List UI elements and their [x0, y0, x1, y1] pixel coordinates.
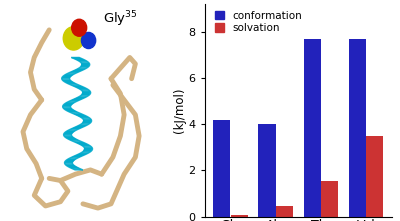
Circle shape: [82, 32, 96, 49]
Bar: [231, 215, 248, 217]
Polygon shape: [62, 74, 74, 78]
Polygon shape: [82, 120, 91, 123]
Polygon shape: [64, 159, 76, 163]
Polygon shape: [80, 63, 89, 67]
Polygon shape: [74, 114, 89, 118]
Circle shape: [63, 27, 84, 50]
Polygon shape: [72, 153, 88, 157]
Polygon shape: [62, 57, 92, 170]
Polygon shape: [65, 165, 80, 168]
Polygon shape: [70, 69, 86, 72]
Polygon shape: [71, 125, 87, 129]
Polygon shape: [72, 86, 88, 90]
Polygon shape: [63, 108, 77, 112]
Bar: [213, 120, 230, 217]
Text: Gly$^{35}$: Gly$^{35}$: [103, 10, 138, 29]
Bar: [276, 206, 293, 217]
Y-axis label: (kJ/mol): (kJ/mol): [173, 88, 186, 133]
Bar: [258, 124, 276, 217]
Bar: [349, 39, 366, 217]
Polygon shape: [71, 57, 87, 61]
Polygon shape: [63, 103, 74, 106]
Polygon shape: [83, 148, 92, 151]
Legend: conformation, solvation: conformation, solvation: [214, 10, 303, 34]
Polygon shape: [62, 80, 76, 84]
Polygon shape: [64, 131, 75, 135]
Bar: [366, 136, 384, 217]
Circle shape: [72, 19, 87, 36]
Polygon shape: [81, 91, 90, 95]
Polygon shape: [75, 142, 90, 146]
Polygon shape: [64, 136, 78, 140]
Bar: [304, 39, 321, 217]
Polygon shape: [70, 97, 86, 101]
Bar: [321, 181, 338, 217]
